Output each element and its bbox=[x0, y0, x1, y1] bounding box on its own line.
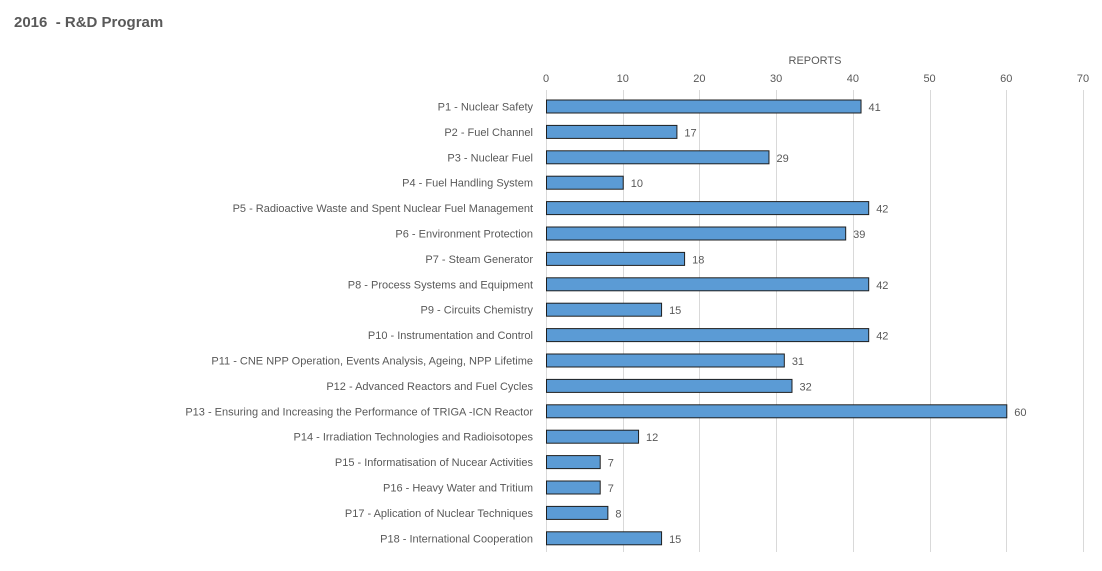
category-label: P2 - Fuel Channel bbox=[444, 127, 533, 139]
category-label: P9 - Circuits Chemistry bbox=[421, 305, 534, 317]
x-axis-ticks: 0 10 20 30 40 50 60 70 bbox=[543, 73, 1089, 85]
data-label: 39 bbox=[853, 229, 865, 241]
data-label: 8 bbox=[615, 508, 621, 520]
category-label: P13 - Ensuring and Increasing the Perfor… bbox=[185, 406, 533, 418]
bar-5 bbox=[546, 201, 870, 216]
bar-11 bbox=[546, 353, 785, 368]
category-labels: P1 - Nuclear Safety P2 - Fuel Channel P3 -… bbox=[185, 102, 533, 546]
data-label: 42 bbox=[876, 204, 888, 216]
bar-8 bbox=[546, 277, 870, 292]
bar-4 bbox=[546, 175, 624, 190]
data-label: 41 bbox=[869, 102, 881, 114]
x-tick-label: 60 bbox=[1000, 73, 1012, 85]
category-label: P15 - Informatisation of Nucear Activiti… bbox=[335, 457, 534, 469]
category-label: P4 - Fuel Handling System bbox=[402, 178, 533, 190]
data-label: 60 bbox=[1014, 407, 1026, 419]
x-tick-label: 0 bbox=[543, 73, 549, 85]
bar-14 bbox=[546, 429, 640, 444]
bar-2 bbox=[546, 124, 678, 139]
data-label: 42 bbox=[876, 331, 888, 343]
x-tick-label: 40 bbox=[847, 73, 859, 85]
data-label: 10 bbox=[631, 178, 643, 190]
category-label: P7 - Steam Generator bbox=[425, 254, 533, 266]
x-tick-label: 20 bbox=[693, 73, 705, 85]
data-label: 42 bbox=[876, 280, 888, 292]
category-label: P5 - Radioactive Waste and Spent Nuclear… bbox=[233, 203, 533, 215]
data-labels: 41 17 29 10 42 39 18 42 15 42 31 32 60 12 7 7 8 15 bbox=[608, 102, 1027, 546]
category-label: P1 - Nuclear Safety bbox=[438, 102, 534, 114]
data-label: 29 bbox=[776, 153, 788, 165]
category-label: P16 - Heavy Water and Tritium bbox=[383, 483, 533, 495]
bar-15 bbox=[546, 455, 601, 470]
category-label: P18 - International Cooperation bbox=[380, 533, 533, 545]
x-tick-label: 70 bbox=[1077, 73, 1089, 85]
x-axis-label: REPORTS bbox=[789, 55, 842, 67]
data-label: 17 bbox=[684, 127, 696, 139]
bars bbox=[546, 99, 1008, 546]
bar-7 bbox=[546, 251, 686, 266]
bar-13 bbox=[546, 404, 1008, 419]
category-label: P3 - Nuclear Fuel bbox=[447, 152, 533, 164]
category-label: P14 - Irradiation Technologies and Radio… bbox=[293, 432, 533, 444]
category-label: P11 - CNE NPP Operation, Events Analysis… bbox=[211, 356, 533, 368]
data-label: 32 bbox=[799, 381, 811, 393]
category-label: P10 - Instrumentation and Control bbox=[368, 330, 533, 342]
bar-16 bbox=[546, 480, 601, 495]
data-label: 12 bbox=[646, 432, 658, 444]
x-tick-label: 10 bbox=[617, 73, 629, 85]
data-label: 31 bbox=[792, 356, 804, 368]
category-label: P17 - Aplication of Nuclear Techniques bbox=[345, 508, 534, 520]
category-label: P8 - Process Systems and Equipment bbox=[348, 279, 533, 291]
data-label: 7 bbox=[608, 458, 614, 470]
data-label: 15 bbox=[669, 305, 681, 317]
bar-12 bbox=[546, 378, 793, 393]
bar-3 bbox=[546, 150, 770, 165]
x-tick-label: 50 bbox=[923, 73, 935, 85]
data-label: 7 bbox=[608, 483, 614, 495]
x-tick-label: 30 bbox=[770, 73, 782, 85]
bar-1 bbox=[546, 99, 862, 114]
chart-title: 2016 - R&D Program bbox=[14, 14, 163, 31]
data-label: 15 bbox=[669, 534, 681, 546]
bar-6 bbox=[546, 226, 847, 241]
bar-18 bbox=[546, 531, 663, 546]
category-label: P6 - Environment Protection bbox=[395, 229, 533, 241]
bar-9 bbox=[546, 302, 663, 317]
gridlines bbox=[546, 90, 1084, 552]
bar-10 bbox=[546, 328, 870, 343]
bar-17 bbox=[546, 505, 609, 520]
category-label: P12 - Advanced Reactors and Fuel Cycles bbox=[326, 381, 533, 393]
data-label: 18 bbox=[692, 254, 704, 266]
